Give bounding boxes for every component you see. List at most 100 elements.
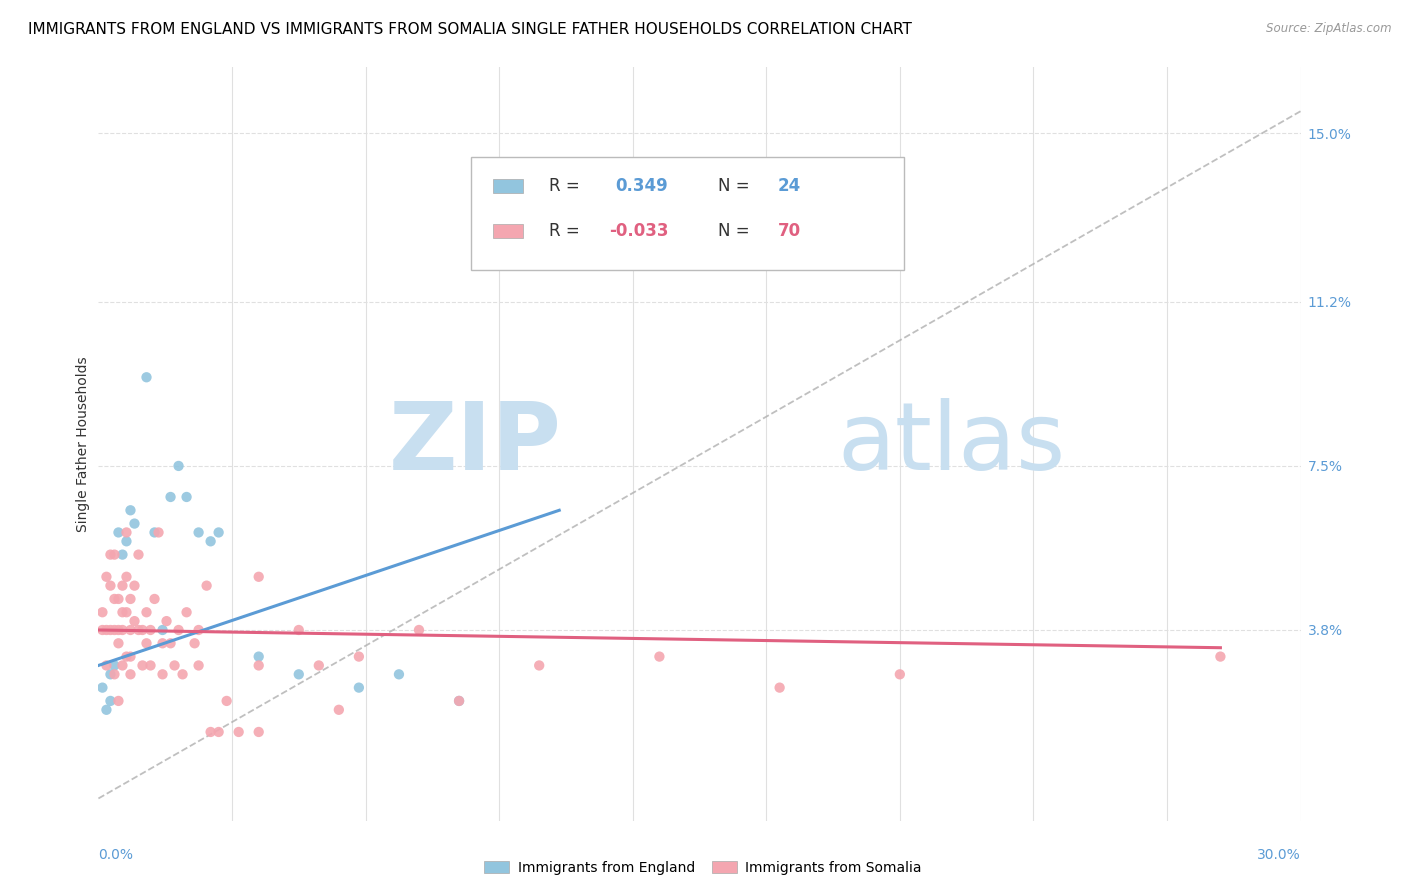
Text: 70: 70 [778,222,801,240]
Point [135,370,157,384]
Point [176,490,198,504]
Point [96,570,118,584]
Point [124,614,146,628]
Point [128,548,150,562]
Text: 0.349: 0.349 [616,177,668,195]
Point [163,658,186,673]
Point [120,623,142,637]
Point [115,525,138,540]
Point [103,667,125,681]
Legend: Immigrants from England, Immigrants from Somalia: Immigrants from England, Immigrants from… [479,855,927,880]
Point [187,525,209,540]
Point [100,694,122,708]
Point [200,725,222,739]
Point [176,605,198,619]
Point [124,516,146,531]
Text: IMMIGRANTS FROM ENGLAND VS IMMIGRANTS FROM SOMALIA SINGLE FATHER HOUSEHOLDS CORR: IMMIGRANTS FROM ENGLAND VS IMMIGRANTS FR… [28,22,912,37]
Point [208,525,231,540]
Point [347,681,370,695]
Point [124,579,146,593]
Point [96,703,118,717]
Point [91,623,114,637]
Point [172,667,194,681]
Point [115,534,138,549]
Point [288,667,311,681]
Point [148,525,170,540]
Point [159,490,181,504]
Point [111,623,134,637]
Point [120,503,142,517]
Point [247,649,270,664]
Point [91,605,114,619]
Text: -0.033: -0.033 [609,222,669,240]
Point [111,605,134,619]
Point [115,570,138,584]
FancyBboxPatch shape [492,179,523,193]
Point [347,649,370,664]
Point [889,667,911,681]
Text: ZIP: ZIP [388,398,561,490]
Point [247,570,270,584]
Text: N =: N = [717,177,755,195]
Point [308,658,330,673]
Point [100,548,122,562]
FancyBboxPatch shape [492,225,523,238]
Text: R =: R = [550,222,585,240]
Point [143,525,166,540]
Point [215,694,238,708]
Point [155,614,177,628]
Point [187,658,209,673]
Point [96,623,118,637]
Text: atlas: atlas [838,398,1066,490]
Point [195,579,218,593]
Point [328,703,350,717]
Text: R =: R = [550,177,585,195]
Point [107,623,129,637]
Point [288,623,311,637]
Point [167,623,190,637]
Point [247,725,270,739]
Point [103,591,125,606]
Point [120,649,142,664]
Point [115,649,138,664]
Point [388,667,411,681]
Point [111,548,134,562]
Point [135,636,157,650]
Point [143,591,166,606]
Point [120,667,142,681]
Point [208,725,231,739]
Point [648,649,671,664]
Point [228,725,250,739]
Point [115,605,138,619]
Point [447,694,470,708]
Text: Source: ZipAtlas.com: Source: ZipAtlas.com [1267,22,1392,36]
Point [100,667,122,681]
Point [107,636,129,650]
Text: N =: N = [717,222,755,240]
Point [107,525,129,540]
Point [1209,649,1232,664]
Text: 30.0%: 30.0% [1257,847,1301,862]
Point [152,667,174,681]
FancyBboxPatch shape [471,157,904,270]
Point [107,694,129,708]
Point [167,458,190,473]
Point [128,623,150,637]
Point [135,605,157,619]
Point [139,658,162,673]
Point [159,636,181,650]
Point [247,658,270,673]
Point [200,534,222,549]
Point [96,658,118,673]
Point [100,579,122,593]
Point [408,623,430,637]
Text: 24: 24 [778,177,801,195]
Point [529,658,551,673]
Point [187,623,209,637]
Point [91,681,114,695]
Point [152,636,174,650]
Point [131,623,153,637]
Text: 0.0%: 0.0% [98,847,134,862]
Point [131,658,153,673]
Point [103,658,125,673]
